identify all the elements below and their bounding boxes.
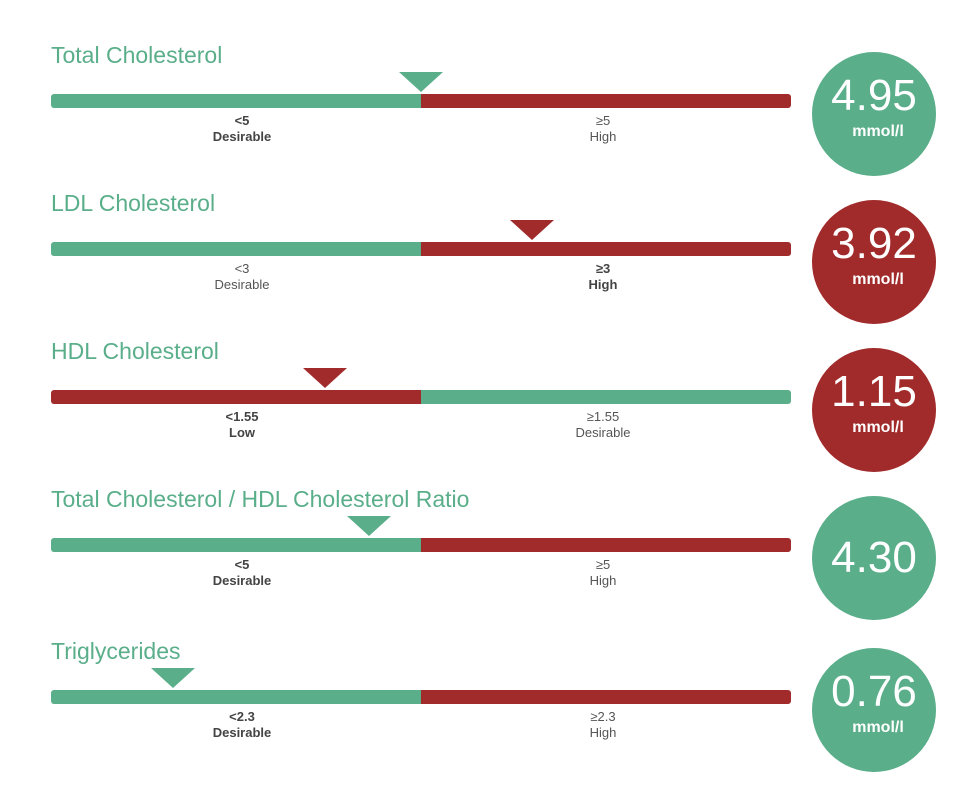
range-threshold: ≥5: [595, 557, 611, 572]
range-segment-right: [421, 690, 791, 704]
range-label-left: <1.55 Low: [51, 409, 433, 441]
range-label-right: ≥5 High: [418, 557, 788, 589]
range-threshold: <5: [234, 557, 250, 572]
range-label-right: ≥1.55 Desirable: [418, 409, 788, 441]
value-pointer: [399, 72, 443, 92]
value-unit: mmol/l: [852, 419, 904, 436]
gauge-row-ldl-cholesterol: LDL Cholesterol <3 Desirable ≥3 High 3.92 mmol…: [0, 190, 966, 338]
range-threshold: <2.3: [229, 709, 255, 724]
value-number: 0.76: [831, 667, 917, 716]
range-label-left: <5 Desirable: [51, 557, 433, 589]
range-segment-left: [51, 94, 421, 108]
value-badge: 4.95 mmol/l: [812, 52, 936, 176]
value-pointer: [510, 220, 554, 240]
range-bar: [51, 690, 791, 704]
value-pointer: [151, 668, 196, 688]
value-badge: 4.30: [812, 496, 936, 620]
gauge-title: LDL Cholesterol: [51, 190, 216, 216]
value-unit: mmol/l: [852, 719, 904, 736]
range-category: High: [589, 725, 617, 740]
value-number: 4.95: [831, 71, 917, 120]
range-bar: [51, 94, 791, 108]
value-unit: mmol/l: [852, 123, 904, 140]
range-label-right: ≥2.3 High: [418, 709, 788, 741]
range-threshold: <5: [234, 113, 250, 128]
range-label-right: ≥5 High: [418, 113, 788, 145]
value-pointer: [347, 516, 392, 536]
gauge-row-ratio: Total Cholesterol / HDL Cholesterol Rati…: [0, 486, 966, 634]
range-category: High: [589, 573, 617, 588]
range-category: Desirable: [575, 425, 631, 440]
range-threshold: <1.55: [225, 409, 259, 424]
gauge-title: HDL Cholesterol: [51, 338, 219, 364]
value-badge: 0.76 mmol/l: [812, 648, 936, 772]
value-unit: mmol/l: [852, 271, 904, 288]
range-label-right: ≥3 High: [418, 261, 788, 293]
range-segment-right: [421, 538, 791, 552]
range-segment-left: [51, 690, 421, 704]
range-category: Desirable: [212, 725, 272, 740]
gauge-title: Triglycerides: [51, 638, 181, 664]
gauge-title: Total Cholesterol: [51, 42, 223, 68]
range-threshold: ≥5: [595, 113, 611, 128]
range-segment-right: [421, 242, 791, 256]
range-bar: [51, 538, 791, 552]
range-bar: [51, 390, 791, 404]
range-category: High: [588, 277, 618, 292]
range-category: Desirable: [212, 573, 272, 588]
range-bar: [51, 242, 791, 256]
range-segment-left: [51, 538, 421, 552]
range-label-left: <2.3 Desirable: [51, 709, 433, 741]
range-category: Desirable: [214, 277, 270, 292]
range-category: Desirable: [212, 129, 272, 144]
value-number: 4.30: [831, 533, 917, 582]
range-category: Low: [229, 425, 255, 440]
range-segment-right: [421, 390, 791, 404]
gauge-row-hdl-cholesterol: HDL Cholesterol <1.55 Low ≥1.55 Desirable 1.1…: [0, 338, 966, 486]
gauge-row-total-cholesterol: Total Cholesterol <5 Desirable ≥5 High 4.95 mm…: [0, 42, 966, 190]
value-number: 1.15: [831, 367, 917, 416]
range-threshold: <3: [234, 261, 250, 276]
range-segment-left: [51, 242, 421, 256]
range-segment-left: [51, 390, 421, 404]
range-label-left: <5 Desirable: [51, 113, 433, 145]
range-threshold: ≥3: [595, 261, 611, 276]
range-threshold: ≥2.3: [590, 709, 616, 724]
range-category: High: [589, 129, 617, 144]
value-badge: 3.92 mmol/l: [812, 200, 936, 324]
value-pointer: [302, 368, 347, 388]
value-badge: 1.15 mmol/l: [812, 348, 936, 472]
range-label-left: <3 Desirable: [51, 261, 433, 293]
range-segment-right: [421, 94, 791, 108]
value-number: 3.92: [831, 219, 917, 268]
gauge-row-triglycerides: Triglycerides <2.3 Desirable ≥2.3 High 0.76 mm…: [0, 638, 966, 786]
gauge-title: Total Cholesterol / HDL Cholesterol Rati…: [51, 486, 470, 512]
range-threshold: ≥1.55: [586, 409, 620, 424]
